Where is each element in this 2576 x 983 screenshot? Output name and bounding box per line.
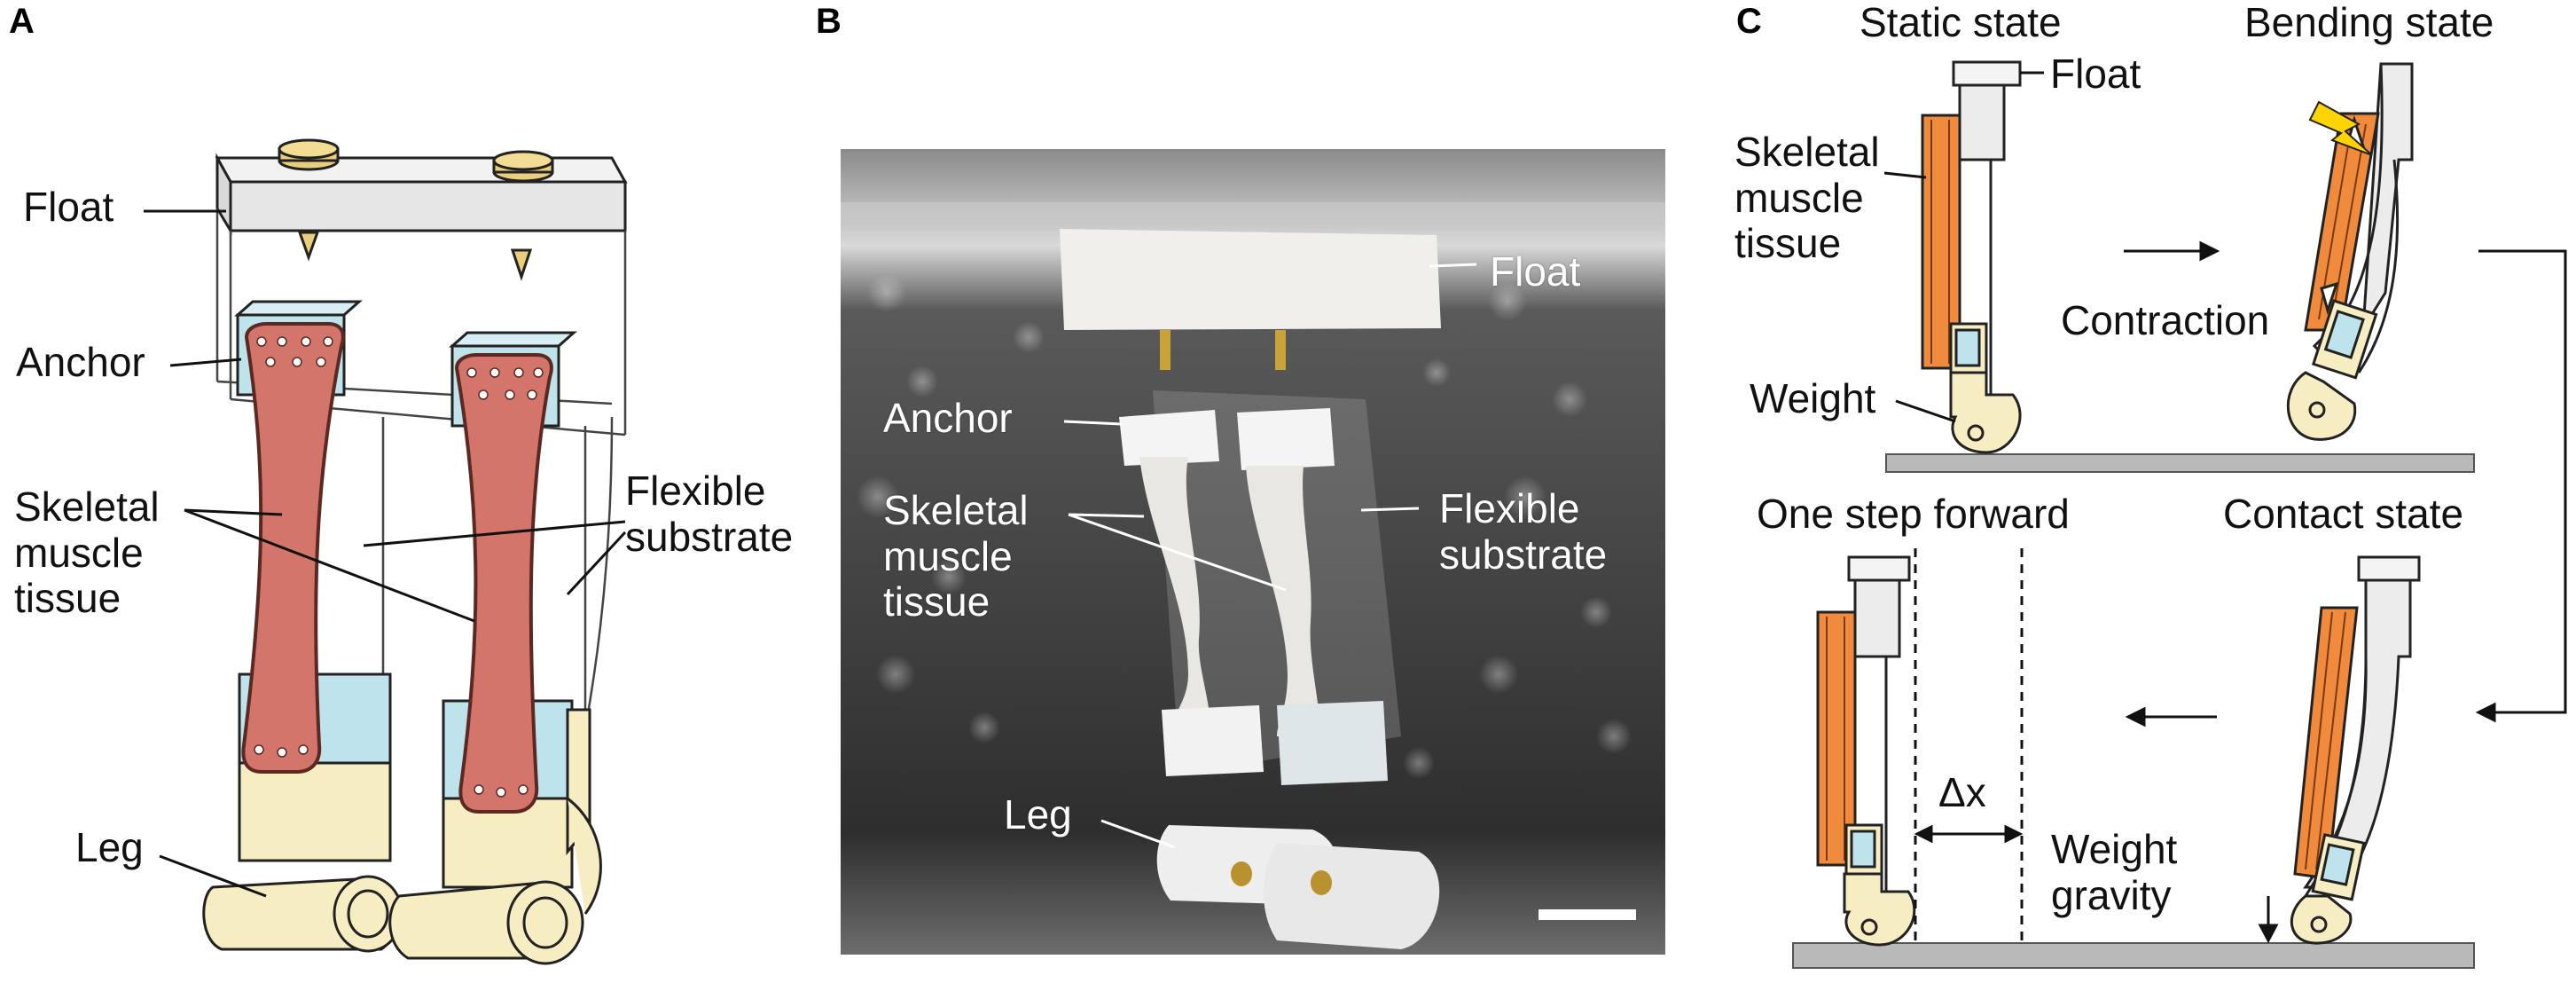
a-leg-label: Leg [75,824,144,870]
c-forward-title: One step forward [1757,491,2070,537]
panel-b-letter: B [816,2,842,41]
b-muscle-line-1: Skeletal [883,487,1029,533]
contact-walker [2290,555,2421,945]
panel-b-leaders [1063,263,1477,849]
static-walker [1921,60,2022,454]
a-anchor-label: Anchor [16,339,145,385]
c-static-title: Static state [1860,0,2062,45]
c-muscle-line-2: muscle [1734,174,1864,221]
c-bending-title: Bending state [2244,0,2494,45]
c-weight-gravity-label: Weight gravity [2051,826,2178,918]
c-contact-title: Contact state [2223,491,2464,537]
b-anchor-label: Anchor [883,395,1013,441]
c-muscle-label: Skeletal muscle tissue [1734,129,1880,267]
panel-a-letter: A [9,2,35,41]
a-substrate-line-2: substrate [625,513,794,560]
b-muscle-line-3: tissue [883,578,990,625]
arrow-static-to-bending [2124,240,2220,262]
a-substrate-line-1: Flexible [625,468,766,514]
lightning-icon [2308,100,2373,156]
b-substrate-line-2: substrate [1439,531,1608,578]
c-weight-gravity-line-2: gravity [2051,871,2172,918]
b-substrate-label: Flexible substrate [1439,485,1608,578]
c-float-label: Float [2050,51,2141,97]
b-muscle-label: Skeletal muscle tissue [883,487,1029,625]
bending-walker [2286,62,2414,441]
a-muscle-line-1: Skeletal [14,484,160,530]
displacement-lines [1914,548,2024,943]
a-substrate-label: Flexible substrate [625,468,793,560]
a-muscle-line-2: muscle [14,529,144,576]
ground-bottom [1792,942,2475,969]
b-substrate-line-1: Flexible [1439,485,1580,531]
panel-c-leaders [1883,71,2044,423]
muscle-anchor-dots [254,336,544,798]
leg-blocks [202,672,602,965]
a-float-label: Float [23,184,114,230]
c-weight-gravity-line-1: Weight [2051,826,2178,872]
scale-bar [1539,909,1636,920]
c-muscle-line-3: tissue [1734,220,1842,267]
b-leg-label: Leg [1004,791,1072,838]
photo-muscle-right [1246,466,1321,736]
a-muscle-line-3: tissue [14,575,121,622]
a-muscle-label: Skeletal muscle tissue [14,484,160,622]
panel-c-letter: C [1736,2,1762,41]
b-muscle-line-2: muscle [883,532,1013,579]
delta-x-arrow [1914,824,2024,844]
arrow-contact-to-forward [2125,706,2217,727]
c-weight-label: Weight [1750,375,1876,421]
c-delta-x-label: Δx [1938,769,1986,815]
ground-top [1885,453,2475,473]
arrow-bending-to-contact [2475,249,2567,723]
c-muscle-line-1: Skeletal [1734,129,1880,175]
skeletal-muscle-tissues [241,322,553,814]
panel-a-leaders [144,209,627,898]
gravity-arrow [2258,896,2279,944]
photo-float [1060,229,1441,330]
background-bubbles [857,273,1632,779]
c-contraction-label: Contraction [2061,297,2270,343]
photo-muscle-left [1139,457,1210,727]
b-float-label: Float [1490,248,1581,295]
forward-walker [1816,555,1916,947]
